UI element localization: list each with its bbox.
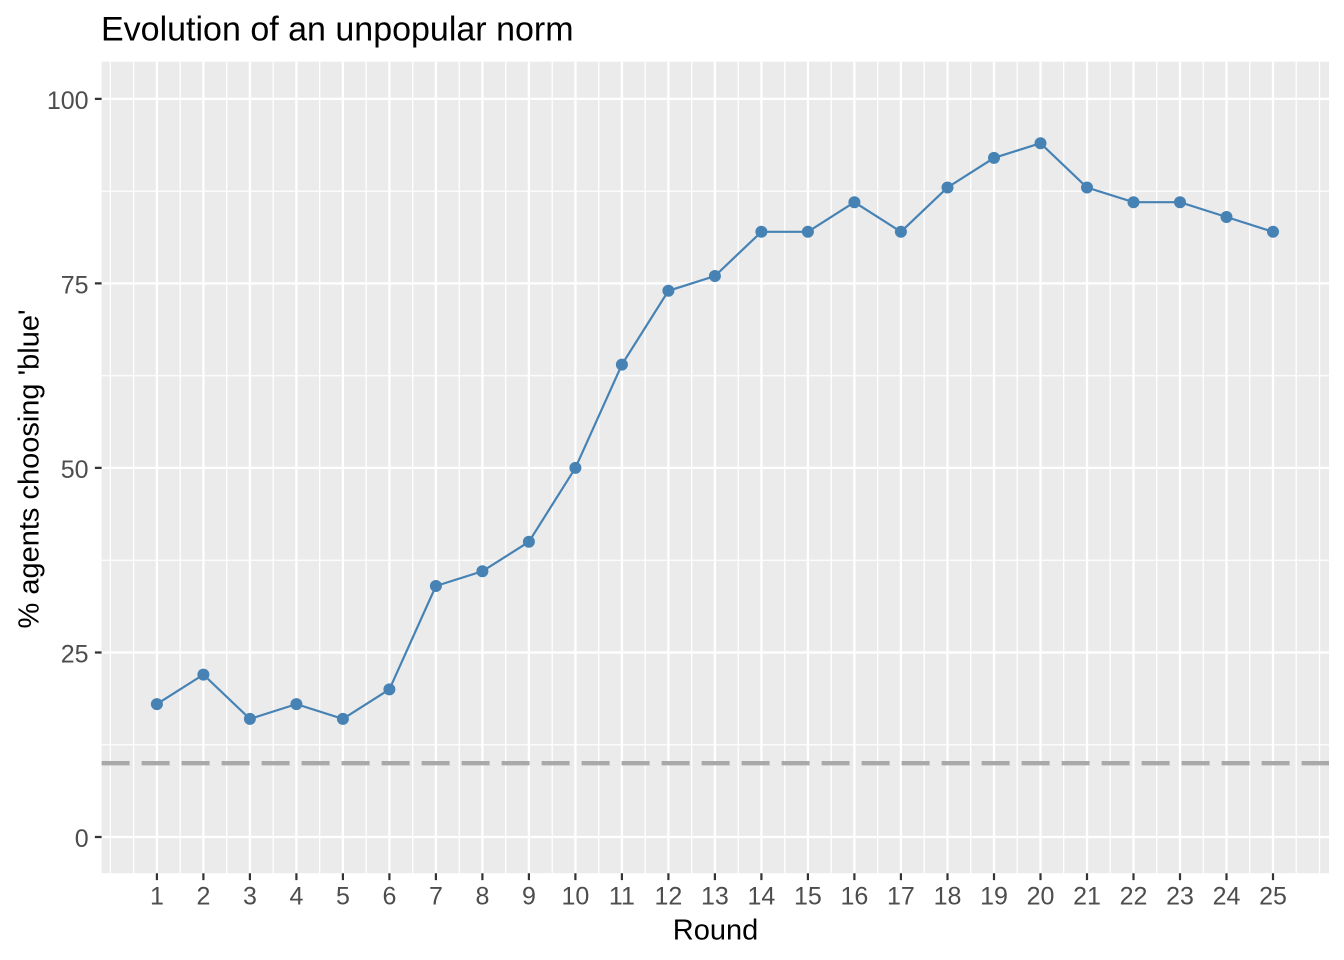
svg-text:% agents choosing 'blue': % agents choosing 'blue': [14, 309, 46, 628]
svg-text:22: 22: [1120, 883, 1148, 911]
svg-text:8: 8: [475, 883, 489, 911]
svg-text:1: 1: [150, 883, 164, 911]
svg-text:6: 6: [382, 883, 396, 911]
svg-text:18: 18: [934, 883, 962, 911]
svg-text:9: 9: [522, 883, 536, 911]
svg-text:12: 12: [654, 883, 682, 911]
svg-text:0: 0: [75, 825, 89, 853]
svg-text:4: 4: [289, 883, 303, 911]
svg-text:16: 16: [840, 883, 868, 911]
svg-text:2: 2: [196, 883, 210, 911]
svg-text:24: 24: [1213, 883, 1241, 911]
svg-text:11: 11: [609, 883, 635, 911]
svg-text:7: 7: [429, 883, 443, 911]
svg-text:14: 14: [747, 883, 775, 911]
svg-text:75: 75: [61, 271, 89, 299]
svg-text:23: 23: [1166, 883, 1194, 911]
svg-text:20: 20: [1027, 883, 1055, 911]
svg-text:5: 5: [336, 883, 350, 911]
svg-text:25: 25: [61, 641, 89, 669]
svg-text:3: 3: [243, 883, 257, 911]
svg-text:10: 10: [561, 883, 589, 911]
svg-text:13: 13: [701, 883, 729, 911]
svg-text:17: 17: [887, 883, 915, 911]
svg-text:21: 21: [1073, 883, 1101, 911]
svg-text:Evolution of an unpopular norm: Evolution of an unpopular norm: [101, 10, 574, 48]
svg-text:50: 50: [61, 456, 89, 484]
svg-text:100: 100: [47, 87, 89, 115]
svg-text:25: 25: [1259, 883, 1287, 911]
svg-text:Round: Round: [673, 915, 758, 947]
svg-text:19: 19: [980, 883, 1008, 911]
svg-text:15: 15: [794, 883, 822, 911]
